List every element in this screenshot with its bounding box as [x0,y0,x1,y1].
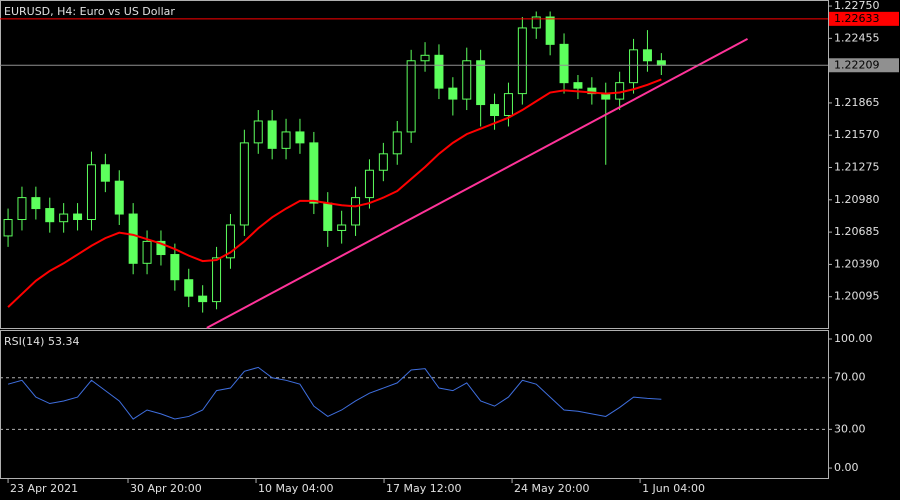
candle-body [476,60,486,106]
candle-body [170,254,180,281]
price-label-box [829,58,899,73]
candle-body [448,87,458,100]
candle-body [323,202,333,231]
candle-body [281,131,291,149]
candle-body [656,60,666,66]
trend-line [206,37,748,329]
candle-body [198,295,208,303]
candle-body [462,60,472,100]
x-tick-label: 10 May 04:00 [258,482,333,495]
candle-body [73,213,83,221]
candle-body [490,104,500,117]
y-tick-label: 1.22750 [834,0,880,12]
x-tick-label: 1 Jun 04:00 [642,482,705,495]
y-tick-label: 1.20980 [834,193,880,206]
candle-body [392,131,402,155]
y-tick-label: 70.00 [834,371,866,384]
candle-body [267,120,277,149]
rsi-panel-border [0,330,829,479]
y-tick-label: 1.20095 [834,290,880,303]
candle-body [59,213,69,223]
y-tick-label: 1.21570 [834,128,880,141]
candle-body [337,224,347,231]
candle-body [295,131,305,144]
y-tick-label: 1.20390 [834,257,880,270]
candle-body [212,257,222,303]
y-tick-label: 30.00 [834,422,866,435]
candle-body [239,142,249,226]
candle-body [642,49,652,62]
y-tick-label: 1.21275 [834,161,880,174]
candle-body [517,27,527,95]
candle-body [142,240,152,264]
y-tick-label: 0.00 [834,461,859,474]
candle-body [587,87,597,95]
price-label: 1.22209 [834,58,880,71]
candle-body [351,197,361,226]
candle-body [531,16,541,29]
x-tick-label: 30 Apr 20:00 [130,482,202,495]
candle-body [559,43,569,84]
x-tick-label: 23 Apr 2021 [10,482,78,495]
price-panel-border [0,0,829,329]
candle-body [378,153,388,171]
panel-title: RSI(14) 53.34 [4,335,79,348]
candle-body [114,180,124,215]
candle-body [309,142,319,204]
candle-body [545,16,555,45]
x-tick-label: 17 May 12:00 [386,482,461,495]
candle-body [184,279,194,297]
x-tick-label: 24 May 20:00 [514,482,589,495]
candle-body [573,82,583,89]
candle-body [364,169,374,199]
price-label-box [829,11,899,26]
candle-body [434,54,444,89]
candle-body [17,197,27,221]
candle-body [3,219,13,237]
candle-body [225,224,235,259]
candle-body [503,93,513,117]
candle-body [45,208,55,223]
candle-body [128,213,138,264]
candle-body [31,197,41,210]
candle-body [420,54,430,62]
candle-body [629,49,639,84]
y-tick-label: 100.00 [834,332,873,345]
y-tick-label: 1.20685 [834,225,880,238]
candle-body [156,240,166,256]
candle-body [100,164,110,182]
candle-body [86,164,96,221]
price-label: 1.22633 [834,12,880,25]
moving-average [7,78,662,308]
y-tick-label: 1.22455 [834,31,880,44]
y-tick-label: 1.21865 [834,96,880,109]
rsi-line [7,366,662,420]
panel-title: EURUSD, H4: Euro vs US Dollar [4,5,175,18]
candle-body [406,60,416,133]
candle-body [253,120,263,144]
